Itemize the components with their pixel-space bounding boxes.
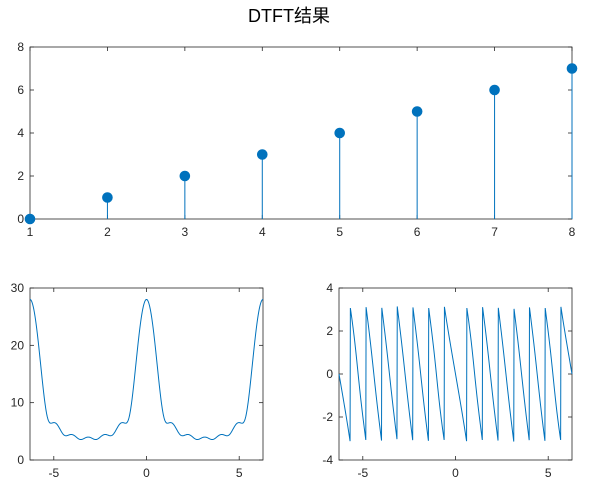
axes-phase-plot: -5 0 5 -4 -2 0 2 4 [322,281,573,480]
x-tick-label: 8 [569,225,576,239]
stem-marker [566,63,578,74]
x-tick-label: -5 [48,466,59,480]
x-tick-label: 5 [236,466,243,480]
y-tick-label: 10 [11,396,25,410]
y-tick-label: 4 [17,126,24,140]
stem-marker [411,106,423,117]
x-tick-label: 6 [414,225,421,239]
figure-title: DTFT结果 [248,6,330,26]
y-tick-label: 2 [17,169,24,183]
stem-marker [489,84,500,96]
stem-marker [334,127,346,139]
x-tick-label: 1 [27,225,34,239]
axes-frame [29,287,264,461]
y-tick-label: -4 [322,453,333,467]
x-tick-label: 5 [545,466,552,480]
axes-stem-plot: 1 2 3 4 5 6 7 8 0 2 4 6 8 [17,40,578,239]
axes-magnitude-plot: -5 0 5 0 10 20 30 [11,281,264,480]
x-tick-label: 2 [104,225,111,239]
y-tick-label: 30 [11,281,25,295]
y-tick-label: 20 [11,338,25,352]
x-tick-label: 5 [336,225,343,239]
stem-marker [179,170,191,182]
y-tick-label: 4 [326,281,333,295]
y-tick-label: 2 [326,324,333,338]
y-tick-label: 0 [17,453,24,467]
stem-marker [102,192,113,203]
stem-marker [24,213,36,225]
y-tick-label: 8 [17,40,24,54]
y-tick-label: 6 [17,83,24,97]
series-line [29,298,264,441]
y-tick-label: 0 [326,367,333,381]
x-tick-label: 0 [452,466,459,480]
x-tick-label: 0 [143,466,150,480]
series-line [338,306,573,442]
x-tick-label: 7 [491,225,498,239]
x-tick-label: 4 [259,225,266,239]
x-tick-label: -5 [357,466,368,480]
axes-frame [29,46,573,220]
x-tick-label: 3 [182,225,189,239]
y-tick-label: -2 [322,410,333,424]
stem-marker [256,149,268,160]
y-tick-label: 0 [17,212,24,226]
